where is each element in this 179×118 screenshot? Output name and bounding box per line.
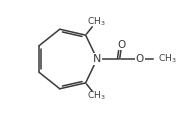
Text: O: O (117, 40, 125, 50)
Text: CH$_3$: CH$_3$ (87, 16, 105, 28)
Text: N: N (93, 54, 101, 64)
Text: CH$_3$: CH$_3$ (158, 53, 177, 65)
Text: CH$_3$: CH$_3$ (87, 90, 105, 102)
Text: O: O (136, 54, 144, 64)
